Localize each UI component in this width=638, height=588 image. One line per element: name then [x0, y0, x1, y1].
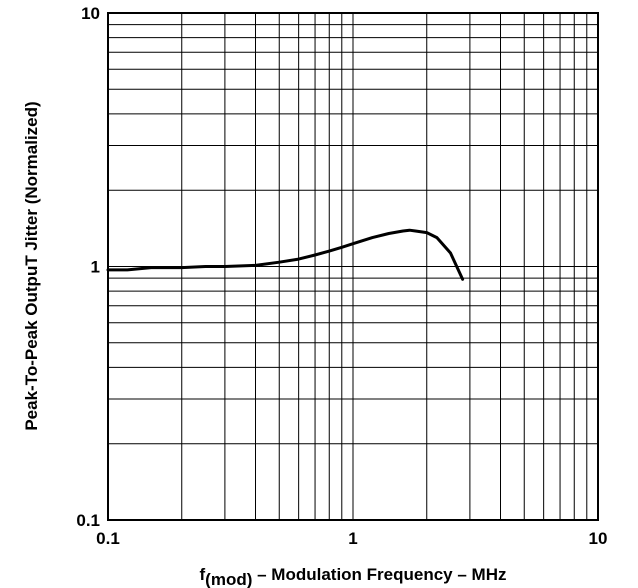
y-tick-label: 0.1 [76, 511, 100, 530]
x-axis-label-subscript: (mod) [205, 570, 252, 588]
y-tick-label: 1 [91, 258, 100, 277]
x-axis-label: f(mod) – Modulation Frequency – MHz [200, 565, 507, 588]
grid [107, 12, 599, 521]
x-axis-label-rest: – Modulation Frequency – MHz [252, 565, 506, 584]
plot-frame [107, 12, 599, 521]
tick-labels: 0.1 1 10 0.1 1 10 [76, 4, 607, 548]
x-axis-label-main: f [200, 565, 206, 584]
x-tick-label: 10 [589, 529, 608, 548]
y-axis-label: Peak-To-Peak OutpuT Jitter (Normalized) [22, 101, 41, 430]
x-tick-label: 0.1 [96, 529, 120, 548]
series-layer [106, 228, 465, 281]
x-tick-label: 1 [348, 529, 357, 548]
series-line [106, 228, 465, 281]
y-tick-label: 10 [81, 4, 100, 23]
